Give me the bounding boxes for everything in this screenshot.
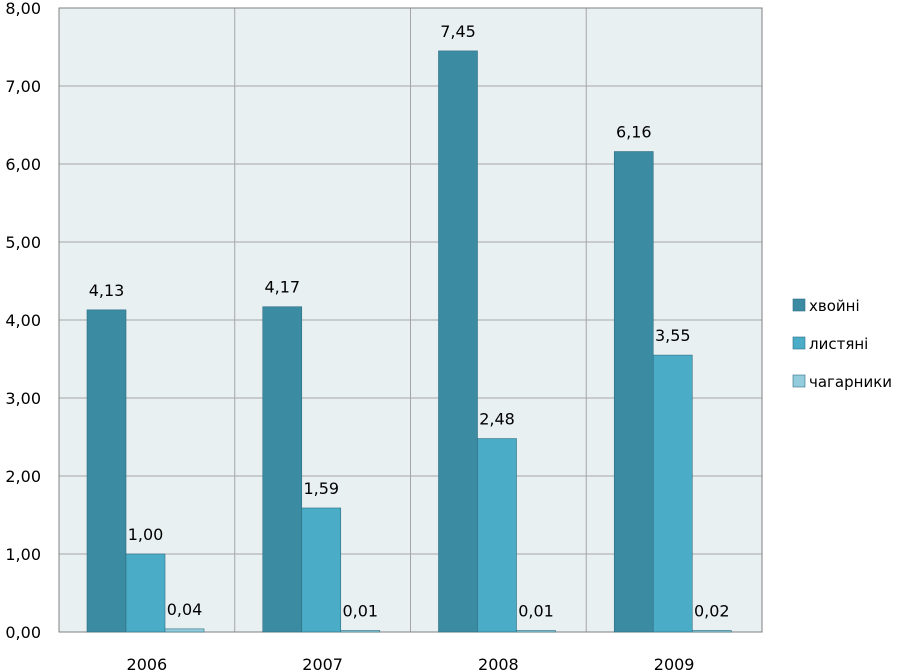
data-label: 4,13	[89, 281, 125, 300]
data-labels: 4,13 1,00 0,04 4,17 1,59 0,01 7,45 2,48 0,01 6,16…	[89, 22, 730, 621]
x-axis-labels: 2006 2007 2008 2009	[127, 655, 695, 672]
bar-чагарники	[691, 630, 732, 633]
bar-хвойні	[262, 306, 303, 633]
x-tick-label: 2007	[302, 655, 343, 672]
bar-чагарники	[340, 630, 381, 633]
y-tick-label: 3,00	[5, 389, 41, 408]
y-tick-label: 6,00	[5, 155, 41, 174]
x-tick-label: 2006	[127, 655, 168, 672]
data-label: 0,02	[694, 601, 730, 620]
data-label: 1,00	[128, 525, 164, 544]
bar-хвойні	[613, 151, 654, 633]
y-tick-label: 2,00	[5, 467, 41, 486]
bar-листяні	[477, 438, 517, 633]
data-label: 2,48	[479, 410, 515, 429]
bar-хвойні	[86, 309, 127, 633]
data-label: 3,55	[655, 326, 691, 345]
bar-чагарники	[516, 630, 556, 633]
legend-label: листяні	[809, 335, 868, 353]
y-tick-label: 8,00	[5, 0, 41, 18]
bar-листяні	[125, 553, 166, 633]
data-label: 0,01	[342, 602, 378, 621]
legend-label: хвойні	[809, 297, 860, 315]
legend-label: чагарники	[809, 373, 892, 391]
x-tick-label: 2008	[478, 655, 519, 672]
y-tick-label: 1,00	[5, 545, 41, 564]
data-label: 0,01	[518, 602, 554, 621]
y-tick-label: 7,00	[5, 77, 41, 96]
y-axis-labels: 0,00 1,00 2,00 3,00 4,00 5,00 6,00 7,00 8,00	[5, 0, 41, 642]
legend-swatch	[792, 336, 806, 350]
data-label: 4,17	[264, 278, 300, 297]
data-label: 1,59	[303, 479, 339, 498]
legend: хвойні листяні чагарники	[792, 297, 892, 391]
bar-листяні	[301, 507, 342, 633]
x-tick-label: 2009	[654, 655, 695, 672]
bar-листяні	[652, 354, 693, 633]
data-label: 7,45	[440, 22, 476, 41]
gridlines	[58, 7, 763, 633]
bar-хвойні	[438, 50, 478, 633]
y-tick-label: 0,00	[5, 623, 41, 642]
plot-border	[58, 7, 763, 633]
legend-swatch	[792, 374, 806, 388]
y-tick-label: 5,00	[5, 233, 41, 252]
legend-swatch	[792, 298, 806, 312]
y-tick-label: 4,00	[5, 311, 41, 330]
bar-чагарники	[164, 628, 205, 633]
data-label: 6,16	[616, 123, 652, 142]
data-label: 0,04	[167, 600, 203, 619]
bars	[86, 50, 732, 633]
